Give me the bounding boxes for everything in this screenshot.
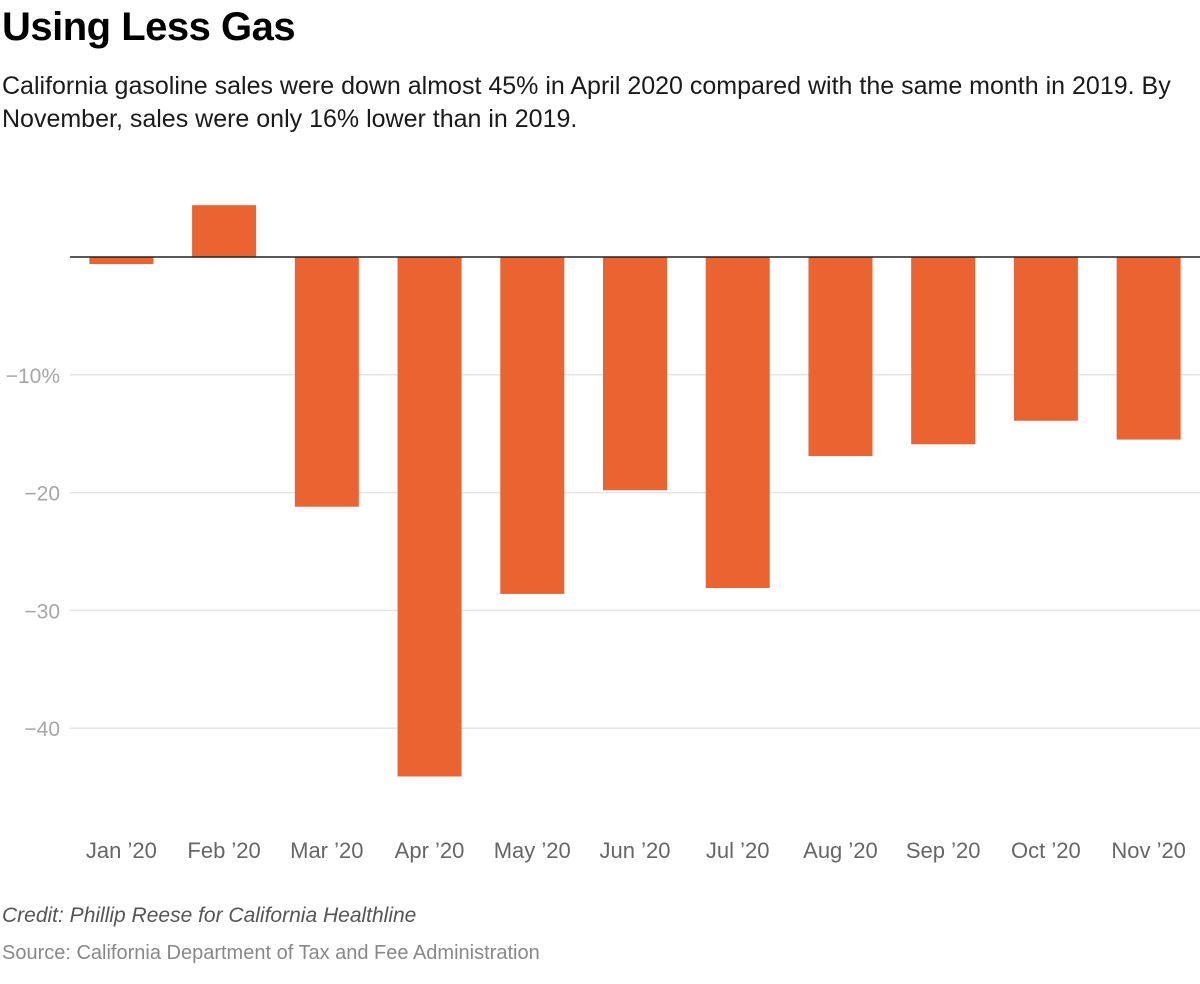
bar — [1013, 257, 1078, 421]
bar — [500, 257, 565, 594]
bar — [89, 257, 154, 265]
x-tick-label: Feb ’20 — [187, 838, 260, 863]
x-tick-label: May ’20 — [494, 838, 571, 863]
x-tick-label: Aug ’20 — [803, 838, 878, 863]
bar — [294, 257, 359, 507]
y-tick-label: −20 — [24, 483, 60, 506]
x-tick-label: Jul ’20 — [706, 838, 770, 863]
chart-subtitle: California gasoline sales were down almo… — [2, 72, 1171, 133]
x-tick-label: Oct ’20 — [1011, 838, 1081, 863]
x-tick-label: Mar ’20 — [290, 838, 363, 863]
x-tick-label: Nov ’20 — [1111, 838, 1186, 863]
y-tick-label: −30 — [24, 600, 60, 623]
x-tick-label: Apr ’20 — [395, 838, 465, 863]
x-tick-label: Jun ’20 — [600, 838, 671, 863]
y-tick-label: −10% — [6, 365, 60, 388]
y-axis-ticks: −10% −20 −30 −40 — [6, 365, 60, 741]
bar — [603, 257, 667, 491]
bar — [397, 257, 462, 777]
x-tick-label: Jan ’20 — [86, 838, 157, 863]
bar-chart: −10% −20 −30 −40 Jan ’20 Feb ’20 Mar ’20 Apr ’… — [6, 205, 1200, 863]
source-line: Source: California Department of Tax and… — [2, 942, 540, 964]
credit-line: Credit: Phillip Reese for California Hea… — [2, 904, 417, 927]
bar — [808, 257, 873, 457]
chart-title: Using Less Gas — [2, 5, 296, 49]
y-tick-label: −40 — [24, 718, 60, 741]
x-tick-label: Sep ’20 — [906, 838, 981, 863]
x-axis-labels: Jan ’20 Feb ’20 Mar ’20 Apr ’20 May ’20 Jun ’… — [86, 838, 1186, 863]
bars — [89, 205, 1181, 777]
bar — [1116, 257, 1181, 440]
bar — [911, 257, 976, 445]
bar — [705, 257, 770, 589]
bar — [192, 205, 257, 257]
